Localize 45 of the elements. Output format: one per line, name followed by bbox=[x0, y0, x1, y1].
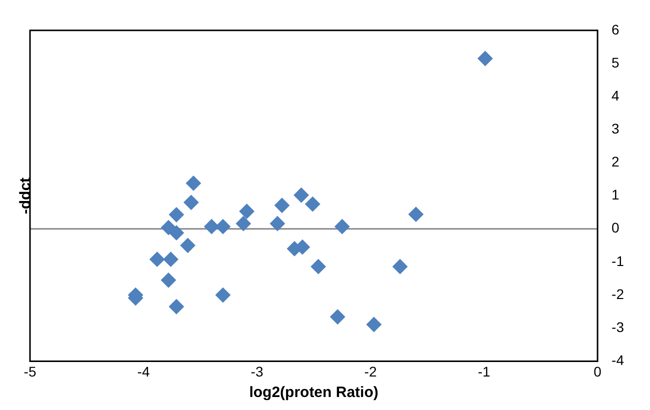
y-tick-label: 0 bbox=[612, 220, 620, 236]
y-tick-label: 3 bbox=[612, 120, 620, 136]
point bbox=[150, 252, 165, 267]
point bbox=[239, 204, 254, 219]
point bbox=[215, 219, 230, 234]
point bbox=[330, 309, 346, 324]
point bbox=[184, 194, 199, 210]
y-tick-label: -1 bbox=[612, 252, 624, 269]
point bbox=[180, 238, 196, 253]
x-axis-title: log2(proten Ratio) bbox=[249, 384, 378, 402]
y-tick-label: 2 bbox=[612, 154, 620, 170]
point bbox=[236, 216, 251, 232]
point bbox=[270, 216, 285, 232]
x-tick-label: -4 bbox=[137, 363, 150, 380]
point bbox=[392, 259, 408, 274]
point bbox=[366, 316, 382, 332]
point bbox=[163, 252, 178, 267]
point bbox=[294, 188, 309, 203]
y-tick-label: -4 bbox=[612, 352, 624, 368]
point bbox=[168, 299, 184, 314]
x-tick-label: 0 bbox=[594, 363, 602, 380]
y-tick-label: 5 bbox=[612, 54, 620, 70]
point bbox=[408, 206, 424, 222]
x-tick-label: -3 bbox=[250, 363, 264, 380]
y-tick-label: 6 bbox=[612, 21, 620, 38]
y-tick-label: 4 bbox=[612, 87, 620, 104]
point bbox=[310, 259, 326, 274]
point bbox=[478, 51, 493, 66]
point bbox=[168, 225, 184, 240]
point bbox=[160, 220, 176, 236]
x-tick-label: -5 bbox=[24, 363, 36, 380]
point bbox=[305, 196, 320, 212]
point bbox=[215, 288, 230, 303]
point bbox=[204, 219, 220, 234]
point bbox=[274, 198, 290, 213]
y-axis-title: -ddct bbox=[17, 177, 34, 214]
point bbox=[160, 272, 176, 288]
y-tick-label: -2 bbox=[612, 286, 624, 302]
x-tick-label: -2 bbox=[364, 363, 377, 380]
y-tick-label: -3 bbox=[612, 318, 624, 335]
point bbox=[168, 207, 184, 222]
point bbox=[334, 219, 350, 234]
y-tick-label: 1 bbox=[612, 186, 620, 203]
point bbox=[186, 176, 201, 191]
x-tick-label: -1 bbox=[478, 363, 490, 380]
